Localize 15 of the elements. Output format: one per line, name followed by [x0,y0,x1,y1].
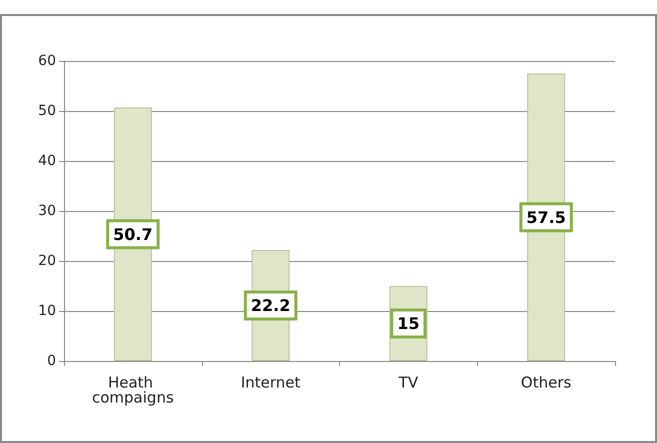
data-label: 22.2 [250,296,290,315]
data-label: 57.5 [526,208,566,227]
y-tick-label: 20 [38,253,56,269]
data-label: 15 [397,314,420,333]
x-tick-label: Heath compaigns [92,374,174,406]
x-tick-label: Internet [240,374,301,392]
x-tick-label: Others [520,374,572,392]
y-tick-label: 10 [38,303,56,319]
y-tick-label: 0 [47,353,56,369]
y-tick-label: 50 [38,103,56,119]
y-tick-label: 60 [38,53,56,69]
data-label: 50.7 [113,224,153,244]
y-tick-label: 40 [38,153,56,169]
x-tick-label: TV [398,374,419,392]
y-tick-label: 30 [38,203,56,219]
